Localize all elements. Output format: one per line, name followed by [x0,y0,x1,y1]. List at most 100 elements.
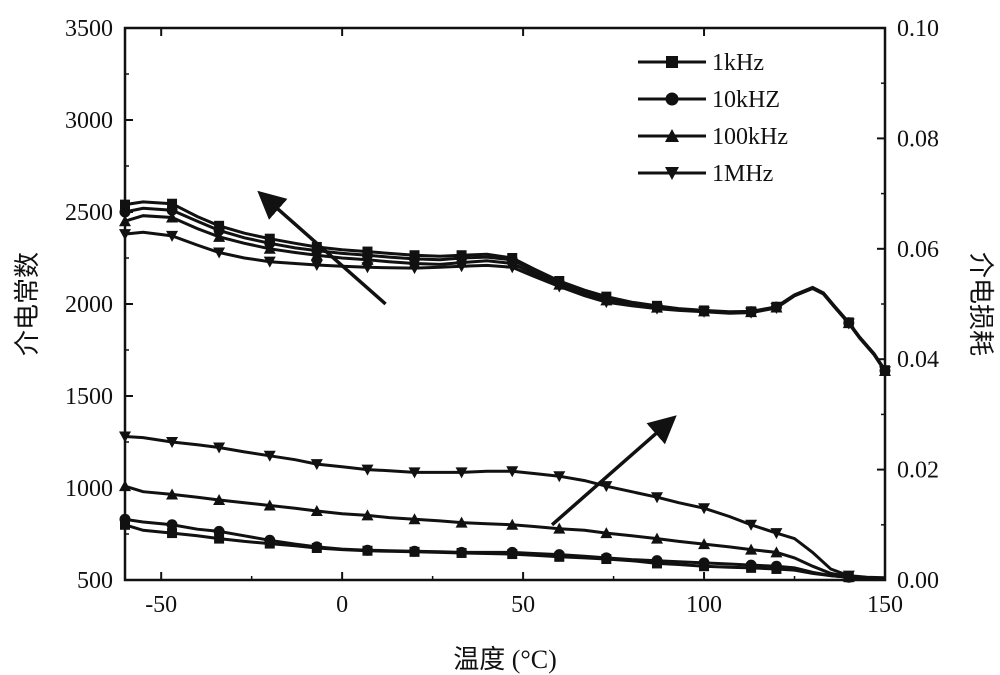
y-tick-label: 2500 [65,200,113,226]
legend-marker [666,56,678,68]
legend-label: 100kHz [712,124,788,150]
loss-point [506,518,519,530]
loss-point [264,534,276,546]
loss-point [698,538,711,550]
permittivity-point [770,303,783,315]
loss-point [770,528,783,540]
x-tick-label: 100 [686,592,722,618]
loss-point [408,467,421,479]
loss-point [213,493,226,505]
loss-point [455,467,468,479]
loss-point [506,546,518,558]
permittivity-point [310,249,323,261]
loss-point [361,464,374,476]
loss-point [310,459,323,471]
permittivity-point [166,211,179,223]
x-tick-label: 50 [511,592,535,618]
permittivity-point [408,263,421,275]
y2-tick-label: 0.06 [897,237,939,263]
loss-point [166,437,179,448]
loss-point [166,519,178,531]
permittivity-point [506,262,519,274]
loss-point [842,570,855,582]
loss-point [745,559,757,571]
permittivity-point [361,253,374,265]
loss-line [124,517,886,581]
loss-point [310,505,323,516]
legend-item-1kHz: 1kHz [638,50,764,76]
y-tick-label: 1500 [65,384,113,410]
legend-item-100kHz: 100kHz [638,124,788,150]
loss-point [455,516,468,528]
arrow-to-left-axis [257,190,387,306]
y2-tick-label: 0.10 [897,16,939,42]
permittivity-point [455,261,468,273]
loss-point [409,545,421,557]
permittivity-point [310,259,323,271]
permittivity-point [842,318,855,330]
loss-line [124,484,886,580]
loss-point [600,527,613,539]
loss-point [456,546,468,558]
loss-point [263,450,276,462]
legend-label: 10kHZ [712,87,780,113]
loss-point [651,492,663,504]
loss-point [553,522,566,534]
loss-point [408,513,421,525]
y2-tick-label: 0.00 [897,568,939,594]
loss-line [124,435,886,580]
loss-point [361,509,374,521]
legend-marker [665,92,679,106]
loss-point [506,466,519,478]
legend-marker [665,167,679,180]
legend-item-10kHZ: 10kHZ [638,87,780,113]
loss-point [745,519,758,531]
loss-point [698,557,710,569]
x-tick-label: 0 [336,592,348,618]
loss-point [745,543,758,555]
loss-point [600,552,612,564]
loss-point [166,488,179,500]
loss-point [698,503,711,515]
loss-point [213,442,226,454]
y-tick-label: 3500 [65,16,113,42]
loss-point [553,549,565,561]
loss-point [311,541,323,553]
permittivity-line [124,230,887,373]
y-tick-label: 3000 [65,108,113,134]
permittivity-point [166,230,179,242]
loss-point [651,555,663,567]
x-tick-label: -50 [145,592,177,618]
y2-axis-title: 介电损耗 [966,252,995,356]
y-tick-label: 500 [77,568,113,594]
permittivity-line [124,214,887,372]
permittivity-point [651,303,663,315]
permittivity-point [166,204,178,216]
y-axis-title: 介电常数 [13,252,42,356]
loss-point [553,471,566,483]
permittivity-point [213,247,226,259]
x-axis-title: 温度 (°C) [453,645,557,674]
y-tick-label: 2000 [65,292,113,318]
x-tick-label: 150 [867,592,903,618]
y2-tick-label: 0.02 [897,458,939,484]
permittivity-point [361,262,374,274]
permittivity-point [213,230,226,242]
y2-tick-label: 0.04 [897,347,939,373]
loss-point [167,528,178,539]
y-tick-label: 1000 [65,476,113,502]
legend-label: 1kHz [712,50,764,76]
loss-point [600,481,613,493]
loss-point [213,525,225,537]
legend-item-1MHz: 1MHz [638,161,773,187]
series-1MHz [119,229,891,582]
permittivity-point [213,224,225,236]
y2-tick-label: 0.08 [897,126,939,152]
permittivity-point [600,297,613,309]
legend-marker [665,129,679,142]
loss-point [770,546,783,558]
loss-point [263,499,276,511]
permittivity-point [263,256,276,268]
arrow-to-right-axis [550,415,677,527]
